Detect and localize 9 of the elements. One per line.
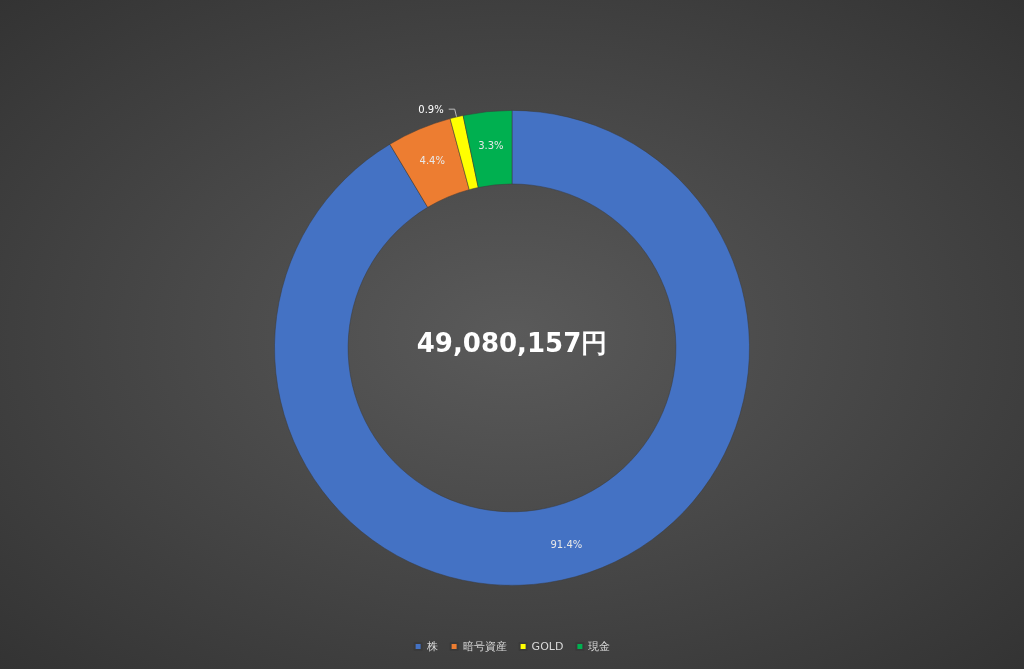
data-label: 4.4%	[419, 154, 445, 166]
legend-label: 株	[425, 640, 438, 653]
data-label: 3.3%	[478, 139, 504, 151]
text: 49,080,157円	[416, 328, 608, 358]
data-label: 91.4%	[550, 538, 583, 550]
data-label: 0.9%	[418, 103, 444, 115]
legend-label: 現金	[588, 640, 611, 653]
legend-label: GOLD	[531, 640, 564, 653]
legend-label: 暗号資産	[462, 640, 507, 653]
